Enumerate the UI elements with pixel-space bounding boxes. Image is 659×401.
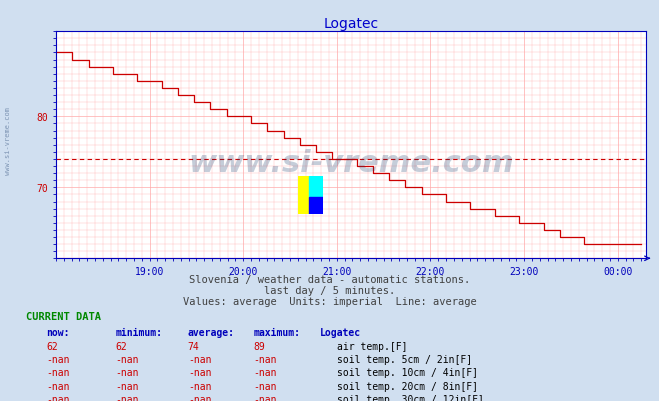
Text: -nan: -nan <box>46 367 70 377</box>
Text: maximum:: maximum: <box>254 328 301 338</box>
Text: last day / 5 minutes.: last day / 5 minutes. <box>264 286 395 296</box>
Text: -nan: -nan <box>254 394 277 401</box>
Text: average:: average: <box>188 328 235 338</box>
Text: 62: 62 <box>46 341 58 351</box>
Text: 62: 62 <box>115 341 127 351</box>
Polygon shape <box>309 176 323 197</box>
Text: soil temp. 20cm / 8in[F]: soil temp. 20cm / 8in[F] <box>337 381 478 391</box>
Text: Logatec: Logatec <box>320 328 360 338</box>
Text: Slovenia / weather data - automatic stations.: Slovenia / weather data - automatic stat… <box>189 275 470 285</box>
Text: -nan: -nan <box>115 381 139 391</box>
Text: now:: now: <box>46 328 70 338</box>
Text: www.si-vreme.com: www.si-vreme.com <box>5 106 11 174</box>
Text: -nan: -nan <box>188 394 212 401</box>
Text: soil temp. 30cm / 12in[F]: soil temp. 30cm / 12in[F] <box>337 394 484 401</box>
Text: Values: average  Units: imperial  Line: average: Values: average Units: imperial Line: av… <box>183 296 476 306</box>
Text: -nan: -nan <box>188 367 212 377</box>
Text: soil temp. 10cm / 4in[F]: soil temp. 10cm / 4in[F] <box>337 367 478 377</box>
Text: 74: 74 <box>188 341 200 351</box>
Text: -nan: -nan <box>46 381 70 391</box>
Text: -nan: -nan <box>254 367 277 377</box>
Text: 89: 89 <box>254 341 266 351</box>
Text: soil temp. 5cm / 2in[F]: soil temp. 5cm / 2in[F] <box>337 354 472 364</box>
Text: air temp.[F]: air temp.[F] <box>337 341 407 351</box>
Text: -nan: -nan <box>115 394 139 401</box>
Text: -nan: -nan <box>188 354 212 364</box>
Text: www.si-vreme.com: www.si-vreme.com <box>188 149 514 178</box>
Polygon shape <box>298 176 309 215</box>
Text: CURRENT DATA: CURRENT DATA <box>26 311 101 321</box>
Text: -nan: -nan <box>115 354 139 364</box>
Text: -nan: -nan <box>46 354 70 364</box>
Text: -nan: -nan <box>188 381 212 391</box>
Text: -nan: -nan <box>115 367 139 377</box>
Polygon shape <box>309 197 323 215</box>
Text: -nan: -nan <box>254 354 277 364</box>
Text: minimum:: minimum: <box>115 328 162 338</box>
Title: Logatec: Logatec <box>324 17 378 31</box>
Text: -nan: -nan <box>254 381 277 391</box>
Text: -nan: -nan <box>46 394 70 401</box>
